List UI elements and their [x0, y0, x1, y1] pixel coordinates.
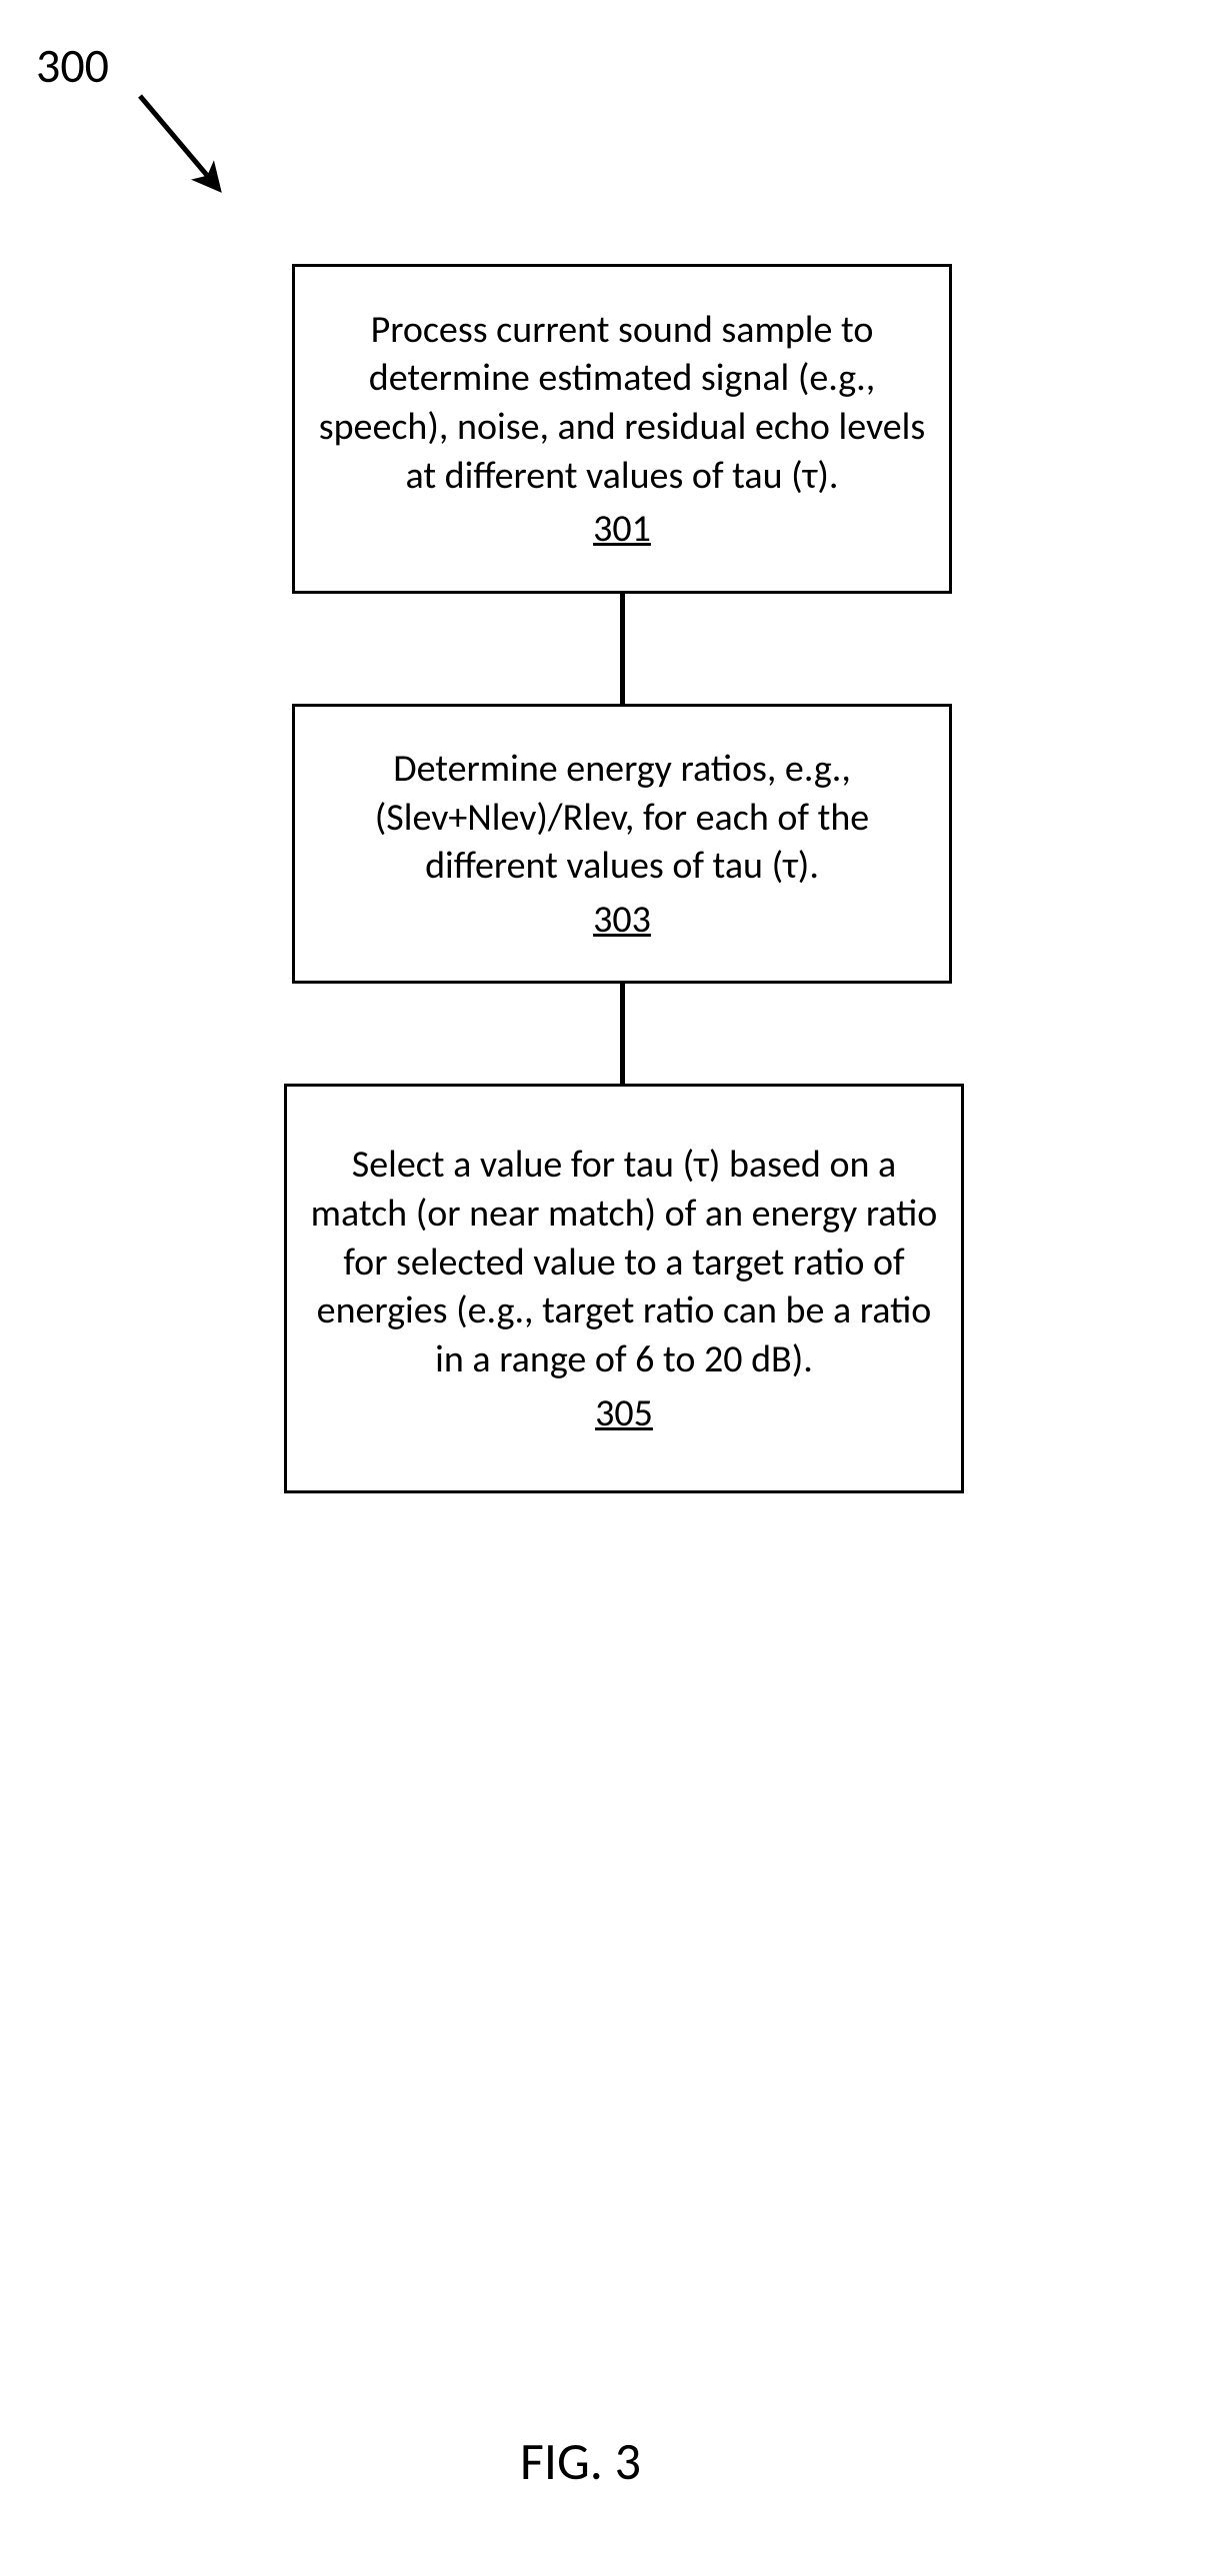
flow-step-text: Determine energy ratios, e.g., (Slev+Nle…: [317, 745, 927, 891]
flow-step-select-tau: Select a value for tau (τ) based on a ma…: [284, 1084, 964, 1493]
flow-step-refnum: 305: [595, 1390, 653, 1436]
connector-line: [620, 984, 625, 1084]
flow-step-process-sound: Process current sound sample to determin…: [292, 264, 952, 594]
connector-line: [620, 594, 625, 704]
flow-step-text: Select a value for tau (τ) based on a ma…: [309, 1141, 939, 1383]
figure-caption: FIG. 3: [520, 2429, 641, 2493]
figure-arrow-icon: [0, 0, 300, 260]
flow-step-refnum: 301: [593, 506, 651, 552]
flow-step-text: Process current sound sample to determin…: [317, 306, 927, 501]
flow-step-energy-ratios: Determine energy ratios, e.g., (Slev+Nle…: [292, 704, 952, 984]
flow-step-refnum: 303: [593, 897, 651, 943]
